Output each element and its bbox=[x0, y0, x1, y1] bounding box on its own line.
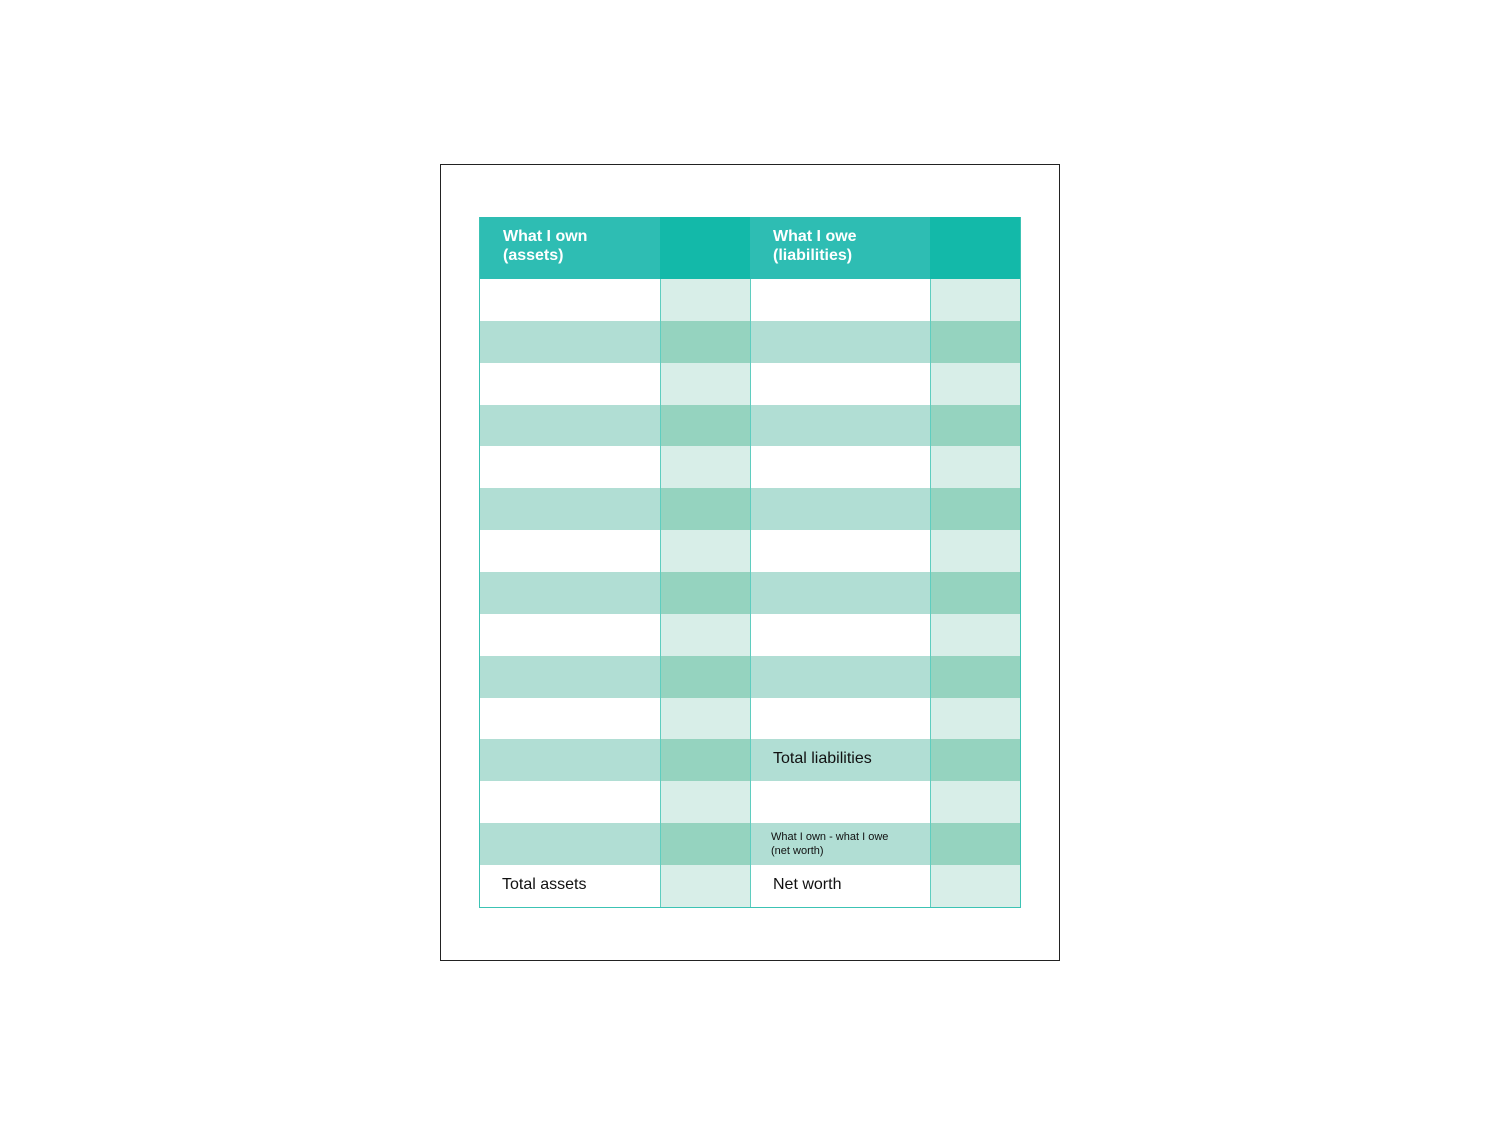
asset-item-field[interactable] bbox=[480, 655, 660, 698]
asset-amount-field[interactable] bbox=[660, 279, 750, 321]
liability-amount-field[interactable] bbox=[930, 279, 1020, 321]
net-worth-worksheet: What I own (assets) What I owe (liabilit… bbox=[479, 217, 1021, 908]
table-row bbox=[480, 320, 1020, 363]
liability-item-field[interactable] bbox=[750, 320, 930, 363]
asset-item-field[interactable] bbox=[480, 697, 660, 740]
liability-item-field[interactable]: Net worth bbox=[750, 865, 930, 907]
liability-amount-field[interactable] bbox=[930, 362, 1020, 405]
page-border bbox=[440, 164, 1060, 961]
liability-amount-field[interactable] bbox=[930, 446, 1020, 489]
liability-amount-field[interactable] bbox=[930, 781, 1020, 824]
liability-item-field[interactable] bbox=[750, 362, 930, 405]
table-row bbox=[480, 362, 1020, 405]
asset-item-field[interactable] bbox=[480, 362, 660, 405]
table-row: What I own - what I owe (net worth) bbox=[480, 823, 1020, 866]
liability-amount-field[interactable] bbox=[930, 739, 1020, 782]
asset-amount-field[interactable] bbox=[660, 823, 750, 866]
table-row bbox=[480, 655, 1020, 698]
liability-item-field[interactable]: Total liabilities bbox=[750, 739, 930, 782]
liability-amount-field[interactable] bbox=[930, 530, 1020, 573]
asset-amount-field[interactable] bbox=[660, 572, 750, 614]
liability-amount-field[interactable] bbox=[930, 823, 1020, 866]
asset-item-field[interactable] bbox=[480, 613, 660, 656]
asset-amount-field[interactable] bbox=[660, 362, 750, 405]
table-row bbox=[480, 488, 1020, 531]
assets-header: What I own (assets) bbox=[480, 217, 660, 279]
liability-amount-field[interactable] bbox=[930, 613, 1020, 656]
asset-amount-field[interactable] bbox=[660, 446, 750, 489]
liability-item-field[interactable] bbox=[750, 279, 930, 321]
asset-item-field[interactable] bbox=[480, 572, 660, 614]
asset-amount-field[interactable] bbox=[660, 320, 750, 363]
asset-amount-field[interactable] bbox=[660, 488, 750, 531]
liability-amount-field[interactable] bbox=[930, 697, 1020, 740]
assets-header-label: What I own (assets) bbox=[503, 228, 588, 264]
table-row bbox=[480, 781, 1020, 824]
table-row bbox=[480, 530, 1020, 573]
liability-amount-field[interactable] bbox=[930, 488, 1020, 531]
asset-item-field[interactable] bbox=[480, 446, 660, 489]
header-row: What I own (assets) What I owe (liabilit… bbox=[480, 217, 1020, 279]
liability-amount-field[interactable] bbox=[930, 572, 1020, 614]
liability-item-field[interactable] bbox=[750, 613, 930, 656]
asset-amount-field[interactable] bbox=[660, 697, 750, 740]
liability-amount-field[interactable] bbox=[930, 320, 1020, 363]
table-row bbox=[480, 697, 1020, 740]
asset-amount-field[interactable] bbox=[660, 655, 750, 698]
liability-item-field[interactable] bbox=[750, 530, 930, 573]
table-row: Total assets Net worth bbox=[480, 865, 1020, 907]
asset-amount-field[interactable] bbox=[660, 530, 750, 573]
assets-amount-header bbox=[660, 217, 750, 279]
liability-label: Net worth bbox=[773, 876, 842, 894]
liabilities-amount-header bbox=[930, 217, 1020, 279]
liability-amount-field[interactable] bbox=[930, 865, 1020, 907]
asset-item-field[interactable] bbox=[480, 530, 660, 573]
table-row bbox=[480, 279, 1020, 321]
asset-item-field[interactable] bbox=[480, 739, 660, 782]
asset-item-field[interactable] bbox=[480, 781, 660, 824]
liabilities-header-label: What I owe (liabilities) bbox=[773, 228, 857, 264]
liability-item-field[interactable] bbox=[750, 404, 930, 447]
table-row bbox=[480, 404, 1020, 447]
liability-amount-field[interactable] bbox=[930, 655, 1020, 698]
asset-item-field[interactable]: Total assets bbox=[480, 865, 660, 907]
liabilities-header: What I owe (liabilities) bbox=[750, 217, 930, 279]
table-row bbox=[480, 446, 1020, 489]
asset-amount-field[interactable] bbox=[660, 865, 750, 907]
table-row: Total liabilities bbox=[480, 739, 1020, 782]
liability-item-field[interactable] bbox=[750, 655, 930, 698]
asset-label: Total assets bbox=[502, 876, 587, 894]
asset-amount-field[interactable] bbox=[660, 781, 750, 824]
liability-item-field[interactable] bbox=[750, 572, 930, 614]
asset-amount-field[interactable] bbox=[660, 739, 750, 782]
asset-item-field[interactable] bbox=[480, 823, 660, 866]
asset-amount-field[interactable] bbox=[660, 613, 750, 656]
asset-item-field[interactable] bbox=[480, 279, 660, 321]
liability-item-field[interactable] bbox=[750, 697, 930, 740]
table-row bbox=[480, 572, 1020, 614]
liability-amount-field[interactable] bbox=[930, 404, 1020, 447]
liability-item-field[interactable]: What I own - what I owe (net worth) bbox=[750, 823, 930, 866]
liability-item-field[interactable] bbox=[750, 781, 930, 824]
table-row bbox=[480, 613, 1020, 656]
net-worth-formula-note: What I own - what I owe (net worth) bbox=[771, 831, 889, 858]
asset-item-field[interactable] bbox=[480, 320, 660, 363]
liability-label: Total liabilities bbox=[773, 750, 872, 768]
asset-amount-field[interactable] bbox=[660, 404, 750, 447]
asset-item-field[interactable] bbox=[480, 488, 660, 531]
asset-item-field[interactable] bbox=[480, 404, 660, 447]
liability-item-field[interactable] bbox=[750, 488, 930, 531]
liability-item-field[interactable] bbox=[750, 446, 930, 489]
